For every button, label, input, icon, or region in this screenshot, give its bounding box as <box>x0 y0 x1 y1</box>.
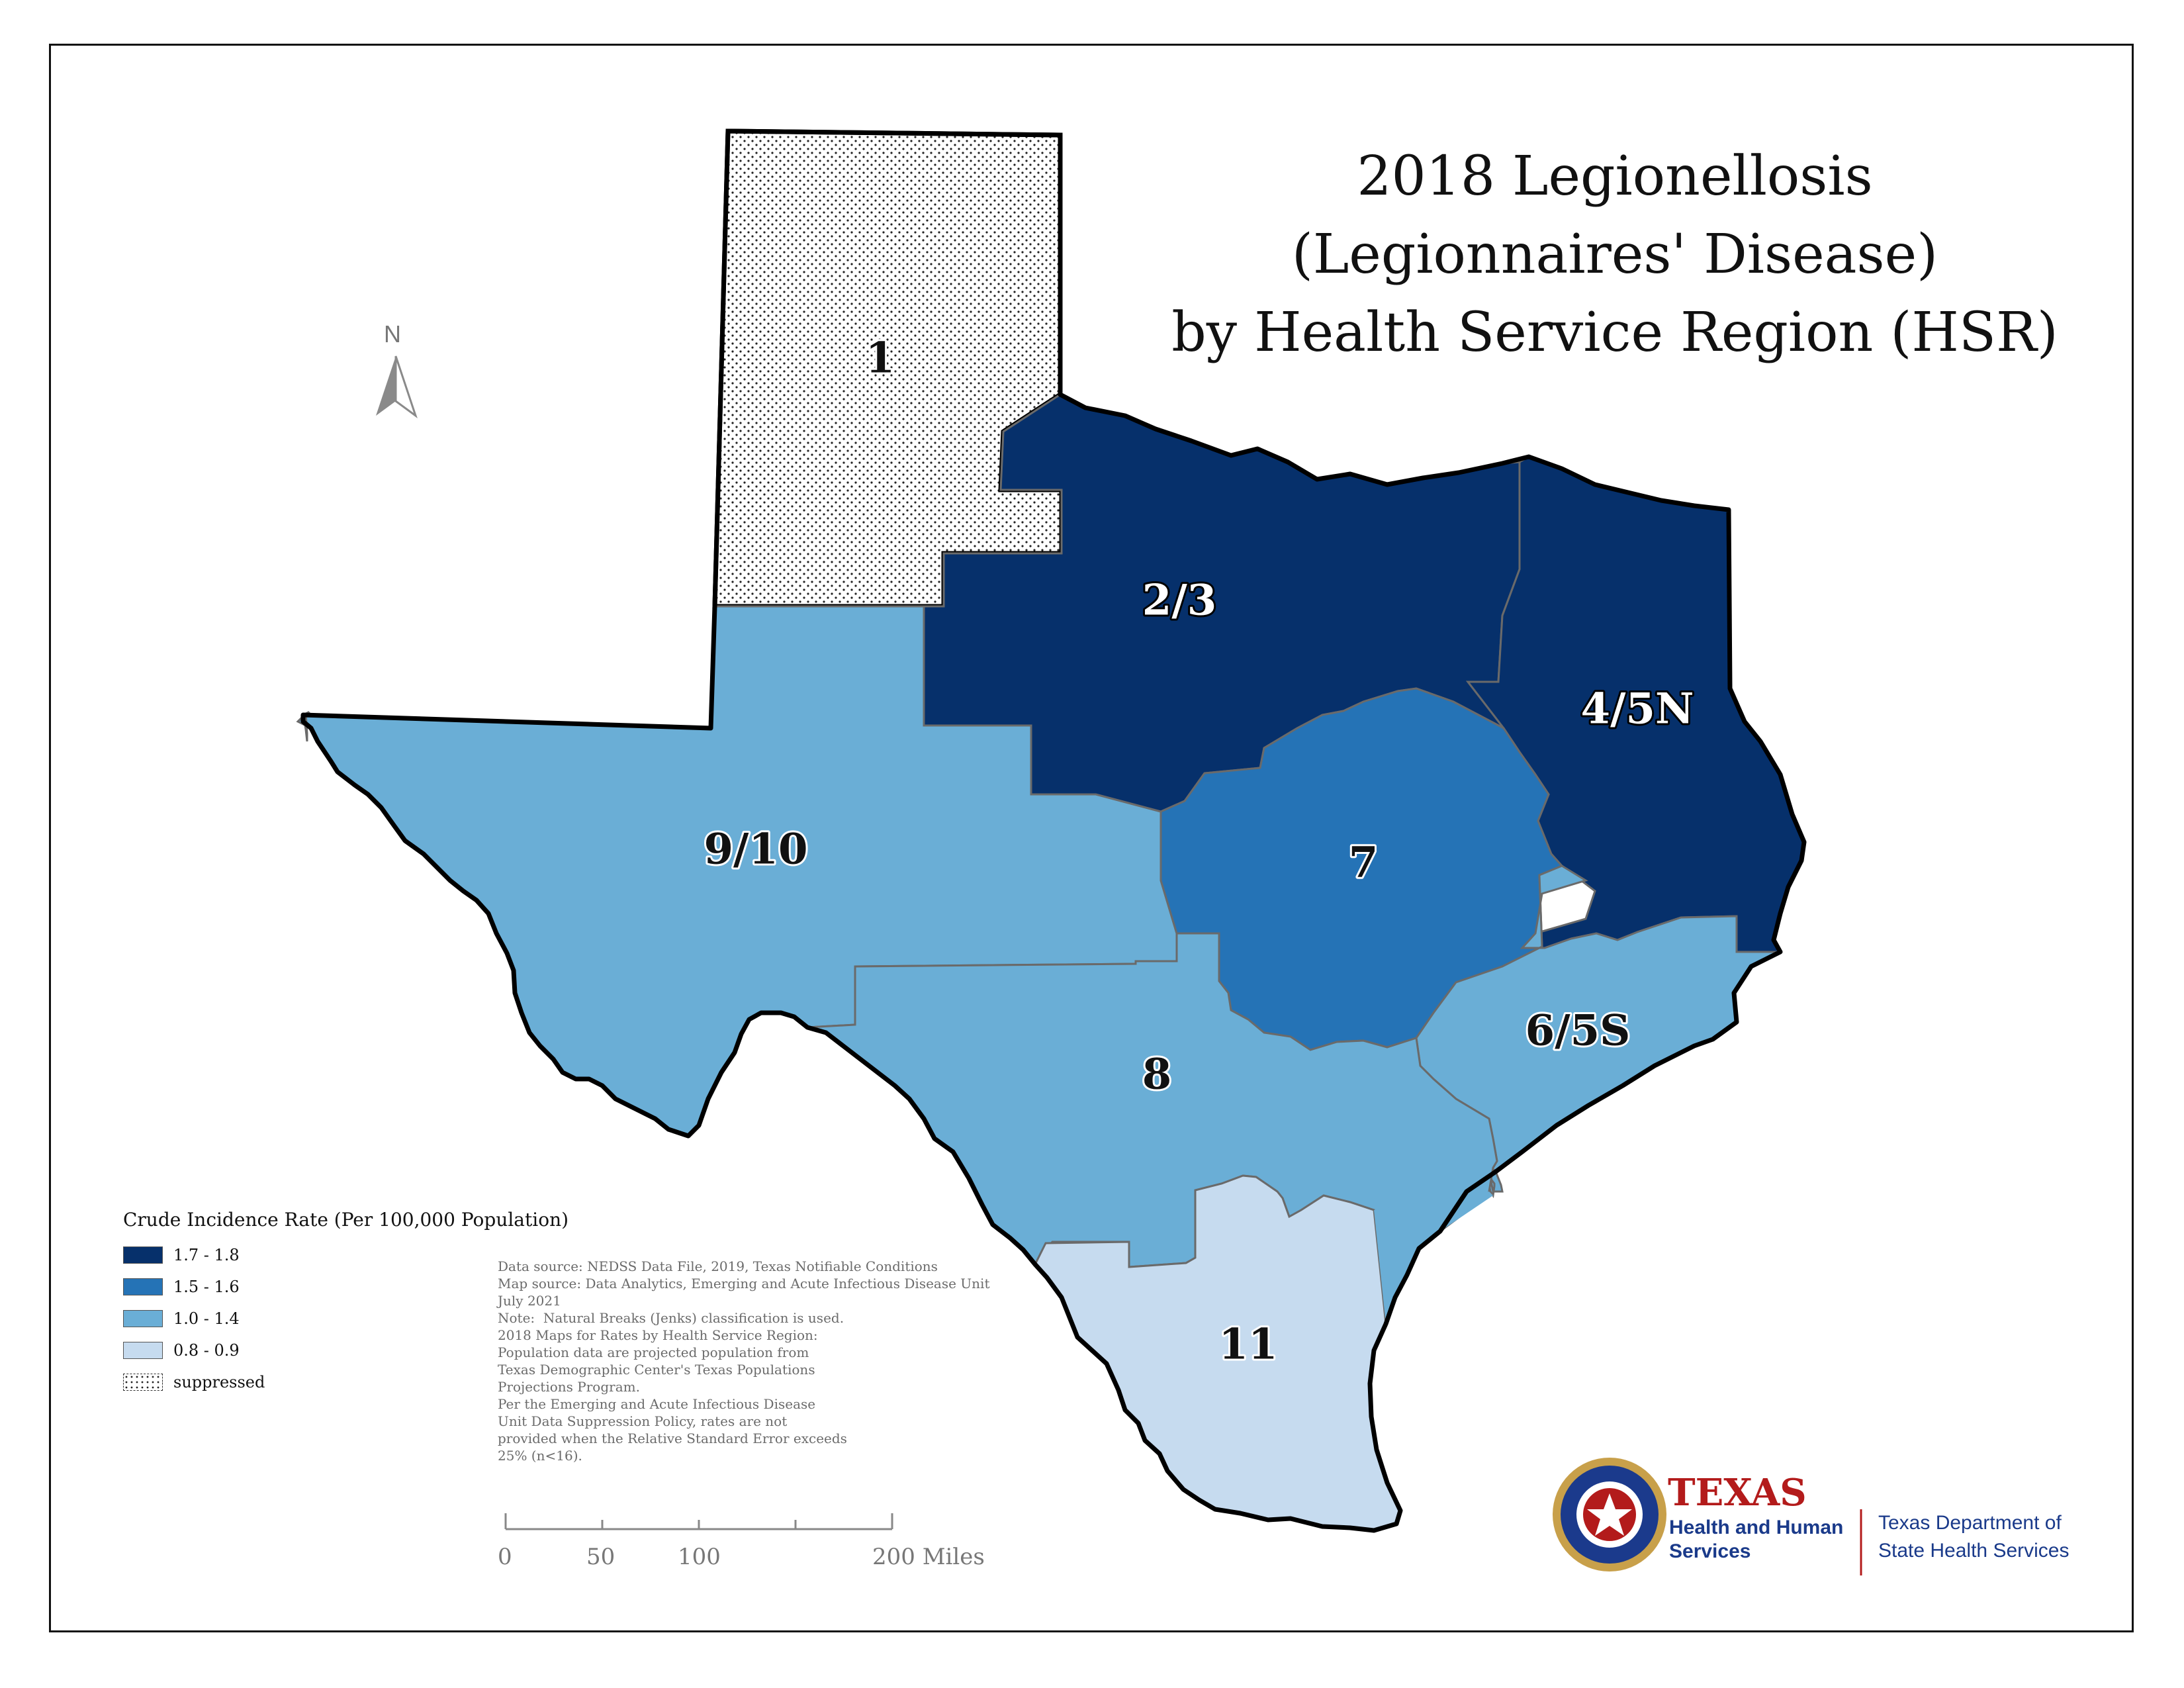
legend-swatch <box>123 1310 163 1327</box>
texas-seal-icon <box>1553 1458 1666 1571</box>
legend-item: 0.8 - 0.9 <box>123 1340 240 1361</box>
hhs-logo-subtitle: Health and Human Services <box>1669 1517 1844 1562</box>
legend-label: 1.0 - 1.4 <box>173 1309 240 1328</box>
legend-title: Crude Incidence Rate (Per 100,000 Popula… <box>123 1209 569 1231</box>
scale-label: 50 <box>586 1544 615 1570</box>
region-label-7: 7 <box>1349 838 1379 888</box>
region-label-6-5S: 6/5S <box>1525 1006 1631 1056</box>
region-label-11: 11 <box>1218 1320 1277 1370</box>
dshs-logo-text: Texas Department of State Health Service… <box>1878 1512 2070 1562</box>
region-label-1: 1 <box>866 334 895 383</box>
legend-swatch <box>123 1342 163 1359</box>
north-arrow-icon <box>376 355 418 418</box>
north-label: N <box>384 320 401 348</box>
legend-swatch <box>123 1246 163 1264</box>
map-title-line-2: (Legionnaires' Disease) <box>1291 223 1938 286</box>
region-label-8: 8 <box>1142 1050 1172 1100</box>
map-title-line-3: by Health Service Region (HSR) <box>1171 301 2058 364</box>
region-label-4-5N: 4/5N <box>1581 684 1694 734</box>
map-title-line-1: 2018 Legionellosis <box>1357 145 1873 208</box>
region-label-9-10: 9/10 <box>704 825 808 874</box>
legend-item: suppressed <box>123 1372 265 1393</box>
region-8-coast <box>1374 1192 1493 1324</box>
scale-label: 0 <box>498 1544 512 1570</box>
legend-label: 1.5 - 1.6 <box>173 1278 240 1296</box>
scale-bar <box>504 1513 893 1530</box>
hhs-logo-texas: TEXAS <box>1668 1471 1807 1515</box>
legend-label: 0.8 - 0.9 <box>173 1341 240 1360</box>
legend-item: 1.7 - 1.8 <box>123 1244 240 1266</box>
legend-item: 1.0 - 1.4 <box>123 1308 240 1329</box>
legend-swatch-suppressed <box>123 1374 163 1391</box>
scale-label: 200 Miles <box>872 1544 985 1570</box>
texas-outline <box>300 128 1807 1533</box>
legend-label: 1.7 - 1.8 <box>173 1246 240 1264</box>
region-label-2-3: 2/3 <box>1142 576 1216 626</box>
scale-label: 100 <box>678 1544 721 1570</box>
data-source-notes: Data source: NEDSS Data File, 2019, Texa… <box>498 1258 990 1464</box>
legend-label: suppressed <box>173 1373 265 1391</box>
legend-item: 1.5 - 1.6 <box>123 1276 240 1297</box>
legend-swatch <box>123 1278 163 1295</box>
map-frame <box>49 44 2134 1632</box>
